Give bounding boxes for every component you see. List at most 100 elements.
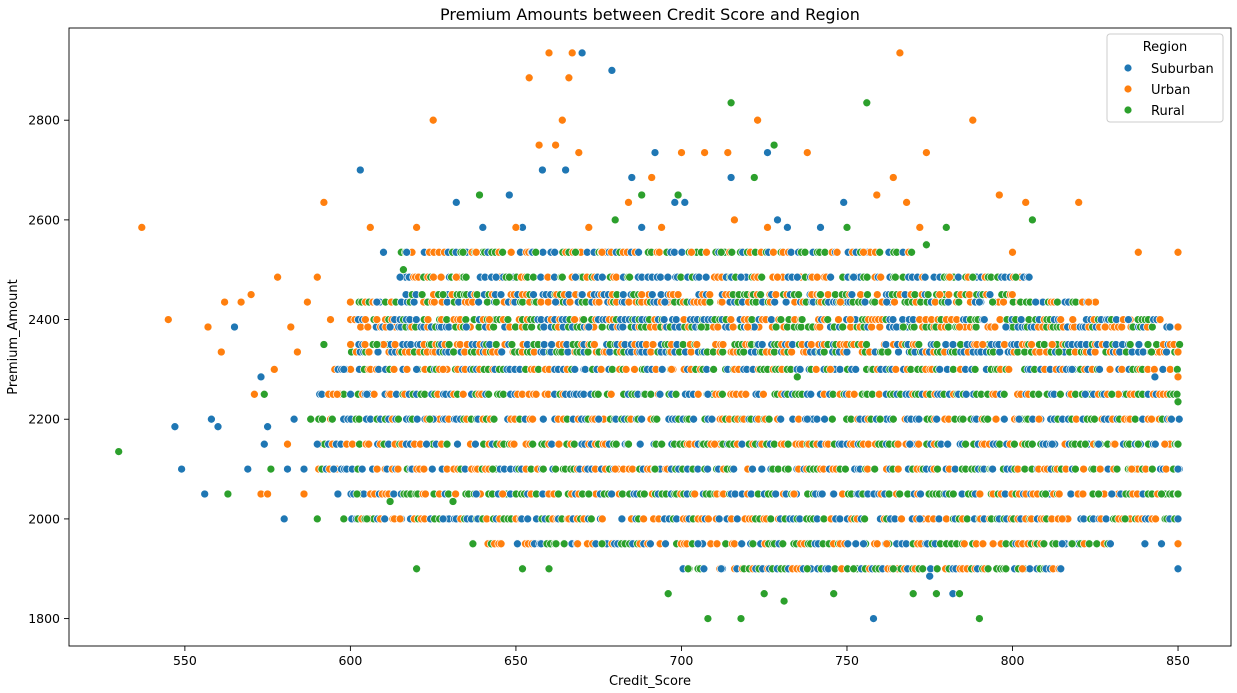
point-rural — [1125, 340, 1135, 349]
point-rural — [870, 464, 880, 474]
point-rural — [518, 564, 527, 574]
point-rural — [883, 347, 893, 357]
point-rural — [736, 614, 746, 623]
point-suburban — [646, 539, 655, 549]
point-rural — [551, 539, 561, 549]
point-urban — [673, 290, 683, 299]
point-suburban — [795, 365, 805, 374]
point-suburban — [812, 414, 822, 424]
point-suburban — [409, 297, 419, 307]
point-suburban — [650, 148, 660, 157]
point-rural — [954, 297, 964, 307]
point-suburban — [412, 414, 422, 424]
point-urban — [647, 173, 657, 182]
point-urban — [639, 514, 648, 524]
point-urban — [554, 439, 564, 449]
point-urban — [163, 315, 173, 324]
point-rural — [475, 190, 484, 200]
point-suburban — [905, 439, 915, 449]
point-rural — [266, 464, 276, 474]
point-suburban — [659, 315, 669, 324]
point-rural — [797, 315, 807, 324]
point-suburban — [230, 322, 239, 332]
point-urban — [498, 489, 508, 499]
point-urban — [594, 297, 604, 307]
point-rural — [1172, 365, 1182, 374]
x-tick-label: 800 — [1001, 653, 1025, 668]
point-suburban — [961, 389, 971, 399]
point-suburban — [362, 389, 372, 399]
point-rural — [988, 297, 997, 307]
points-layer — [114, 48, 1184, 623]
point-rural — [417, 290, 427, 299]
point-suburban — [806, 389, 816, 399]
point-urban — [360, 340, 370, 349]
point-suburban — [975, 297, 984, 307]
point-rural — [748, 539, 758, 549]
point-suburban — [999, 414, 1009, 424]
point-rural — [425, 414, 435, 424]
point-rural — [394, 414, 403, 424]
point-suburban — [243, 464, 253, 474]
point-urban — [802, 148, 812, 157]
point-rural — [759, 589, 769, 599]
point-urban — [888, 173, 898, 182]
point-urban — [882, 539, 892, 549]
point-urban — [496, 539, 506, 549]
point-rural — [749, 173, 759, 182]
point-urban — [438, 365, 448, 374]
point-rural — [1027, 439, 1037, 449]
point-urban — [834, 315, 843, 324]
point-suburban — [1094, 439, 1103, 449]
point-suburban — [802, 414, 812, 424]
point-rural — [1173, 397, 1183, 407]
point-suburban — [357, 464, 367, 474]
point-rural — [1147, 464, 1157, 474]
point-suburban — [792, 272, 802, 282]
point-urban — [999, 297, 1008, 307]
point-suburban — [979, 315, 989, 324]
point-urban — [891, 365, 901, 374]
point-urban — [741, 389, 751, 399]
point-rural — [1039, 539, 1049, 549]
point-urban — [771, 290, 781, 299]
point-urban — [509, 439, 519, 449]
point-suburban — [333, 489, 343, 499]
point-rural — [663, 589, 673, 599]
point-rural — [385, 497, 395, 506]
point-suburban — [671, 315, 681, 324]
point-rural — [932, 564, 942, 574]
point-suburban — [1031, 297, 1041, 307]
point-urban — [369, 389, 379, 399]
point-urban — [897, 514, 906, 524]
point-urban — [759, 389, 768, 399]
point-rural — [1020, 464, 1030, 474]
legend-marker-urban — [1123, 84, 1133, 94]
point-rural — [922, 240, 931, 250]
point-suburban — [943, 297, 953, 307]
point-suburban — [1025, 564, 1035, 574]
point-suburban — [1157, 539, 1166, 549]
point-suburban — [513, 539, 522, 549]
point-urban — [730, 539, 739, 549]
point-suburban — [547, 340, 556, 349]
point-urban — [573, 539, 582, 549]
point-suburban — [1150, 372, 1160, 382]
point-rural — [792, 372, 802, 382]
point-rural — [1130, 414, 1140, 424]
point-urban — [1068, 315, 1078, 324]
legend-title: Region — [1143, 40, 1188, 55]
point-urban — [743, 322, 753, 332]
point-urban — [531, 389, 541, 399]
point-urban — [686, 347, 696, 357]
point-urban — [389, 365, 399, 374]
point-rural — [223, 489, 233, 499]
point-suburban — [1162, 347, 1171, 357]
point-rural — [802, 564, 812, 574]
point-suburban — [551, 297, 560, 307]
point-rural — [637, 190, 647, 200]
point-suburban — [763, 148, 772, 157]
point-suburban — [1173, 514, 1183, 524]
point-rural — [771, 322, 781, 332]
point-urban — [567, 48, 577, 58]
